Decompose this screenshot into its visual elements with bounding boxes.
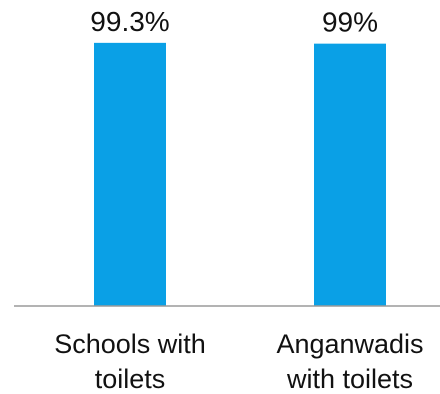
category-labels-group: Schools with toilets Anganwadis with toilet… [54, 329, 423, 394]
category-label-0-line-0: Schools with [54, 329, 206, 359]
category-label-1-line-0: Anganwadis [276, 329, 423, 359]
bar-0 [94, 42, 166, 306]
category-label-1-line-1: with toilets [286, 364, 413, 394]
data-labels-group: 99.3% 99% [90, 6, 378, 38]
bars-group [94, 42, 386, 307]
bar-1 [314, 43, 386, 307]
category-label-0-line-1: toilets [95, 364, 166, 394]
data-label-0: 99.3% [90, 6, 169, 37]
data-label-1: 99% [322, 7, 378, 38]
